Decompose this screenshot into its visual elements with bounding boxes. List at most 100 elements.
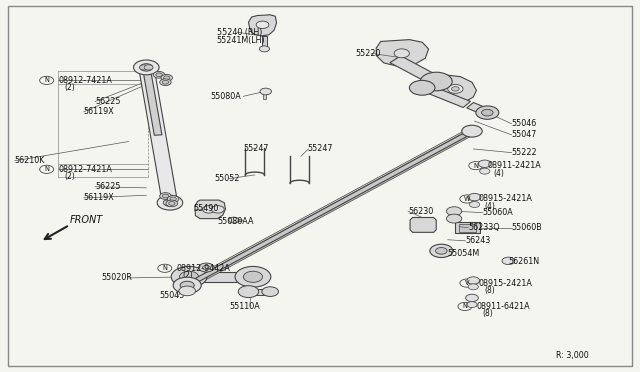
Circle shape [163,200,172,205]
Bar [460,224,476,232]
Circle shape [140,64,153,71]
Polygon shape [195,200,225,219]
Circle shape [172,266,207,287]
Text: 55080AA: 55080AA [218,217,254,226]
Circle shape [166,200,177,207]
Polygon shape [467,103,490,115]
Text: (8): (8) [483,310,493,318]
Text: (2): (2) [182,271,193,280]
Circle shape [420,72,452,91]
Circle shape [447,207,462,216]
Circle shape [462,125,482,137]
Text: N: N [44,166,49,172]
Circle shape [260,88,271,95]
Circle shape [134,60,159,75]
Circle shape [163,194,169,198]
Text: 55220: 55220 [355,49,381,58]
Circle shape [478,160,491,167]
Text: 08915-2421A: 08915-2421A [478,279,532,288]
Circle shape [479,168,490,174]
Text: 08911-2421A: 08911-2421A [487,161,541,170]
Polygon shape [248,15,276,36]
Text: 56225: 56225 [95,182,121,191]
Circle shape [394,49,410,58]
Text: R: 3,000: R: 3,000 [556,351,589,360]
Circle shape [468,193,481,201]
Circle shape [262,287,278,296]
Text: 55490: 55490 [193,205,219,214]
Text: N: N [163,265,167,271]
Polygon shape [189,272,253,282]
Text: V: V [465,280,469,286]
Polygon shape [185,130,472,286]
Polygon shape [183,129,470,285]
Text: 08915-2421A: 08915-2421A [478,195,532,203]
Text: N: N [44,77,49,83]
Text: 56243: 56243 [466,236,491,246]
Circle shape [447,214,462,223]
Text: 56210K: 56210K [15,156,45,165]
Circle shape [466,294,478,302]
Circle shape [502,257,515,264]
Circle shape [243,271,262,282]
Text: 55241M(LH): 55241M(LH) [216,36,265,45]
Polygon shape [143,67,162,135]
Circle shape [481,109,493,116]
Bar [456,222,479,234]
Circle shape [256,21,269,29]
Text: 56119X: 56119X [84,108,115,116]
Circle shape [157,195,182,210]
Circle shape [436,247,447,254]
Polygon shape [188,132,476,288]
Text: 55110A: 55110A [229,302,260,311]
Text: 55060A: 55060A [483,208,513,217]
Circle shape [160,193,172,199]
Circle shape [179,271,198,282]
Circle shape [164,199,176,206]
Circle shape [202,265,210,270]
Text: (4): (4) [493,169,504,177]
Text: 08912-7421A: 08912-7421A [58,76,112,85]
Circle shape [460,195,474,203]
Polygon shape [262,36,267,47]
Text: 55060B: 55060B [511,223,542,232]
Circle shape [198,263,214,272]
Text: (8): (8) [484,286,495,295]
Text: W: W [463,196,470,202]
Circle shape [259,46,269,52]
Circle shape [211,206,224,213]
Circle shape [458,302,472,311]
Text: 55080A: 55080A [210,92,241,101]
Circle shape [235,266,271,287]
Text: (2): (2) [65,83,76,92]
Circle shape [40,165,54,173]
Circle shape [164,76,170,80]
Text: 56230: 56230 [408,207,433,216]
Text: 55247: 55247 [243,144,269,153]
Text: 56119X: 56119X [84,193,115,202]
Polygon shape [263,92,266,99]
Text: 55020R: 55020R [102,273,132,282]
Circle shape [170,197,176,201]
Circle shape [460,279,474,287]
Circle shape [160,79,172,86]
Text: 56233Q: 56233Q [468,223,500,232]
Text: 55054M: 55054M [448,249,480,258]
Circle shape [144,65,153,70]
Circle shape [468,284,478,290]
Circle shape [179,286,195,296]
Circle shape [156,73,163,77]
Text: 56225: 56225 [95,97,121,106]
Circle shape [158,264,172,272]
Circle shape [452,87,460,91]
Text: (2): (2) [65,172,76,181]
Circle shape [180,281,194,289]
Circle shape [468,161,483,170]
Text: 08911-6421A: 08911-6421A [476,302,530,311]
Circle shape [140,65,148,70]
Circle shape [163,80,169,84]
Polygon shape [187,131,474,287]
Text: 55247: 55247 [307,144,333,153]
Text: 55047: 55047 [511,130,537,140]
Circle shape [202,206,215,213]
